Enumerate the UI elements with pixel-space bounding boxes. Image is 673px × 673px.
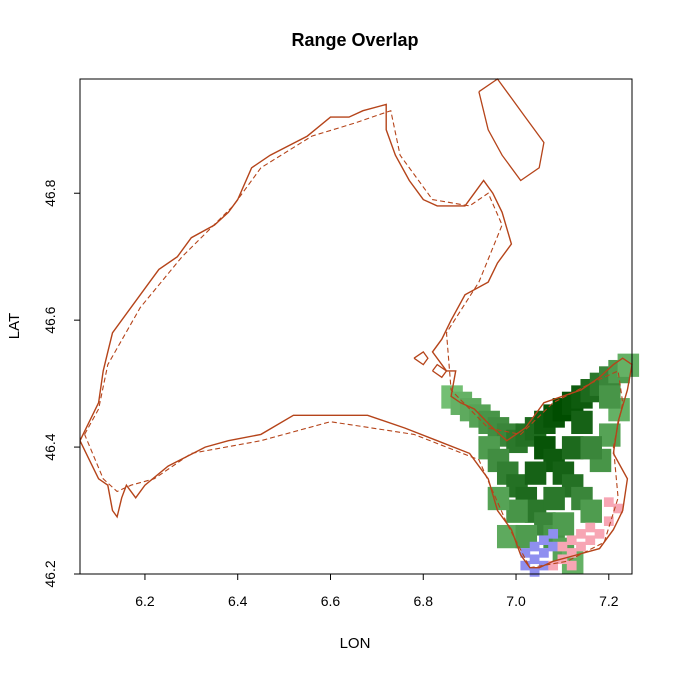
overlap-pink-cell [566,560,577,571]
boundary-solid-line [79,103,633,569]
overlap-pink-cell [585,535,596,546]
overlap-pink-cell [613,503,623,514]
x-tick-label: 7.2 [599,593,619,609]
overlap-blue-cell [548,529,559,539]
overlap-pink-cell [603,497,614,507]
overlap-blue-cell [520,560,531,571]
overlap-blue-cell [520,548,531,558]
y-tick-label: 46.8 [42,179,58,206]
boundary-dashed-line [84,109,624,569]
overlap-blue-cell [529,567,540,577]
x-tick-label: 6.2 [135,593,155,609]
overlap-blue-cell [538,548,549,558]
suitability-cell [580,499,602,523]
x-tick-label: 6.8 [414,593,434,609]
suitability-cell [543,486,565,511]
x-tick-label: 6.6 [321,593,341,609]
chart-title: Range Overlap [291,30,418,50]
y-tick-label: 46.2 [42,560,58,587]
overlap-blue-cell [529,541,540,552]
overlap-pink-cell [548,560,559,571]
y-tick-label: 46.6 [42,306,58,333]
suitability-cell [561,436,584,460]
overlap-pink-cell [603,516,614,526]
x-axis-label: LON [340,635,371,652]
overlap-pink-cell [576,529,586,539]
overlap-pink-cell [566,535,577,546]
island-boundary-line [478,78,545,182]
overlap-pink-cell [594,529,605,539]
overlap-blue-cell [529,554,540,565]
y-axis-label: LAT [6,313,23,339]
y-axis: 46.2 46.4 46.6 46.8 [42,179,81,588]
suitability-cell [599,385,621,409]
suitability-cell [496,524,519,549]
y-tick-label: 46.4 [42,433,58,460]
island-boundary-line [431,363,448,379]
overlap-blue-cell [538,535,549,546]
overlap-pink-cell [566,548,577,558]
raster-cells [441,353,640,577]
island-boundary-line [413,351,429,366]
x-axis: 6.2 6.4 6.6 6.8 7.0 7.2 [135,573,619,609]
overlap-pink-cell [576,541,586,552]
x-tick-label: 6.4 [228,593,248,609]
overlap-blue-cell [548,541,559,552]
suitability-cell [580,436,602,460]
overlap-pink-cell [585,522,596,533]
country-borders [79,78,633,569]
overlap-pink-cell [557,541,568,552]
suitability-cell [524,461,547,485]
suitability-cell [506,499,528,523]
suitability-cell [571,410,593,435]
x-tick-label: 7.0 [506,593,526,609]
suitability-cell [617,353,640,377]
